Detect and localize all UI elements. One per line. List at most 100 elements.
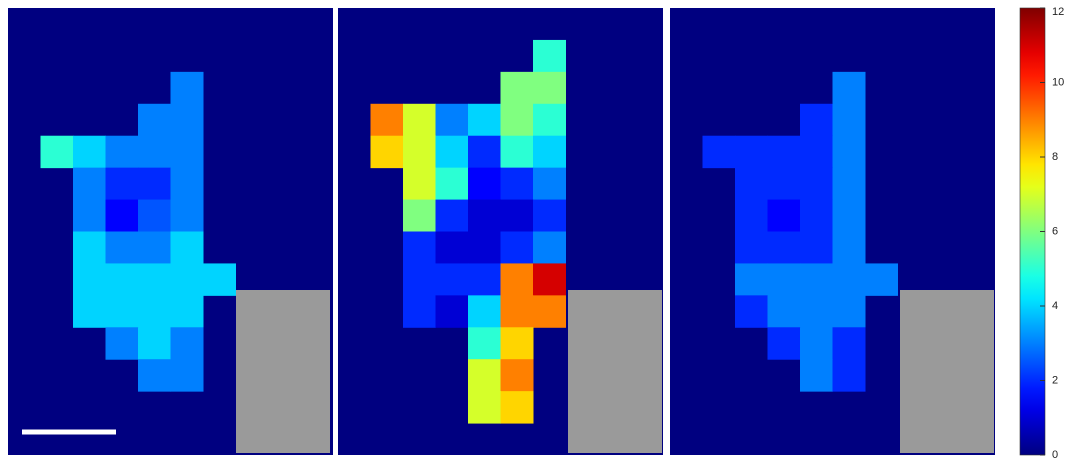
heatmap-cell — [800, 200, 833, 232]
heatmap-cell — [800, 359, 833, 391]
colorbar-tick-label: 2 — [1052, 374, 1058, 386]
heatmap-cell — [533, 295, 566, 327]
heatmap-cell — [436, 295, 469, 327]
heatmap-cell — [501, 104, 534, 136]
heatmap-cell — [865, 263, 898, 295]
heatmap-cell — [800, 104, 833, 136]
heatmap-cell — [501, 200, 534, 232]
heatmap-cell — [73, 295, 106, 327]
heatmap-cell — [468, 200, 501, 232]
heatmap-cell — [800, 263, 833, 295]
heatmap-cell — [468, 232, 501, 264]
heatmap-cell — [138, 327, 171, 359]
heatmap-cell — [171, 359, 204, 391]
heatmap-cell — [138, 232, 171, 264]
heatmap-cell — [501, 295, 534, 327]
heatmap-cell — [106, 200, 139, 232]
heatmap-cell — [735, 295, 768, 327]
heatmap-cell — [403, 232, 436, 264]
heatmap-cell — [833, 136, 866, 168]
heatmap-cell — [735, 263, 768, 295]
heatmap-cell — [138, 200, 171, 232]
heatmap-cell — [501, 168, 534, 200]
heatmap-cell — [371, 136, 404, 168]
colorbar-tick-label: 12 — [1052, 6, 1064, 18]
heatmap-cell — [533, 136, 566, 168]
heatmap-cell — [833, 104, 866, 136]
heatmap-cell — [768, 136, 801, 168]
heatmap-cell — [468, 104, 501, 136]
heatmap-cell — [171, 168, 204, 200]
heatmap-cell — [41, 136, 74, 168]
heatmap-cell — [436, 263, 469, 295]
heatmap-cell — [768, 232, 801, 264]
heatmap-cell — [73, 200, 106, 232]
heatmap-cell — [735, 136, 768, 168]
heatmap-cell — [833, 72, 866, 104]
heatmap-cell — [501, 136, 534, 168]
colorbar-tick-label: 6 — [1052, 225, 1058, 237]
heatmap-cell — [533, 200, 566, 232]
heatmap-cell — [436, 136, 469, 168]
heatmap-cell — [468, 136, 501, 168]
heatmap-cell — [403, 263, 436, 295]
heatmap-cell — [735, 232, 768, 264]
heatmap-cell — [171, 72, 204, 104]
heatmap-cell — [501, 391, 534, 423]
heatmap-cell — [468, 359, 501, 391]
heatmap-cell — [800, 232, 833, 264]
heatmap-cell — [501, 263, 534, 295]
heatmap-cell — [138, 136, 171, 168]
heatmap-cell — [403, 200, 436, 232]
heatmap-cell — [171, 136, 204, 168]
heatmap-cell — [106, 295, 139, 327]
heatmap-cell — [800, 327, 833, 359]
heatmap-cell — [768, 200, 801, 232]
heatmap-cell — [468, 168, 501, 200]
heatmap-cell — [533, 263, 566, 295]
heatmap-cell — [73, 168, 106, 200]
heatmap-cell — [138, 359, 171, 391]
heatmap-cell — [171, 104, 204, 136]
inset-image — [568, 290, 662, 453]
heatmap-cell — [106, 263, 139, 295]
heatmap-cell — [468, 263, 501, 295]
heatmap-cell — [833, 295, 866, 327]
inset-image — [900, 290, 994, 453]
heatmap-cell — [501, 72, 534, 104]
heatmap-cell — [833, 359, 866, 391]
heatmap-cell — [171, 327, 204, 359]
heatmap-cell — [833, 327, 866, 359]
heatmap-cell — [203, 263, 236, 295]
heatmap-cell — [533, 232, 566, 264]
heatmap-cell — [171, 200, 204, 232]
heatmap-cell — [735, 200, 768, 232]
colorbar-tick-label: 0 — [1052, 449, 1058, 461]
heatmap-cell — [106, 232, 139, 264]
heatmap-cell — [501, 232, 534, 264]
heatmap-cell — [501, 359, 534, 391]
heatmap-cell — [403, 104, 436, 136]
heatmap-cell — [800, 295, 833, 327]
heatmap-cell — [735, 168, 768, 200]
heatmap-cell — [768, 295, 801, 327]
heatmap-cell — [73, 136, 106, 168]
inset-image — [236, 290, 330, 453]
heatmap-cell — [436, 200, 469, 232]
heatmap-cell — [436, 104, 469, 136]
heatmap-cell — [138, 263, 171, 295]
heatmap-cell — [171, 263, 204, 295]
heatmap-cell — [138, 168, 171, 200]
heatmap-cell — [468, 327, 501, 359]
heatmap-cell — [436, 232, 469, 264]
figure: 024681012 — [0, 0, 1083, 461]
heatmap-cell — [138, 295, 171, 327]
colorbar-tick-label: 10 — [1052, 76, 1064, 88]
heatmap-cell — [800, 168, 833, 200]
heatmap-cell — [533, 40, 566, 72]
heatmap-cell — [171, 232, 204, 264]
heatmap-cell — [768, 263, 801, 295]
heatmap-cell — [138, 104, 171, 136]
heatmap-cell — [768, 327, 801, 359]
heatmap-cell — [833, 168, 866, 200]
